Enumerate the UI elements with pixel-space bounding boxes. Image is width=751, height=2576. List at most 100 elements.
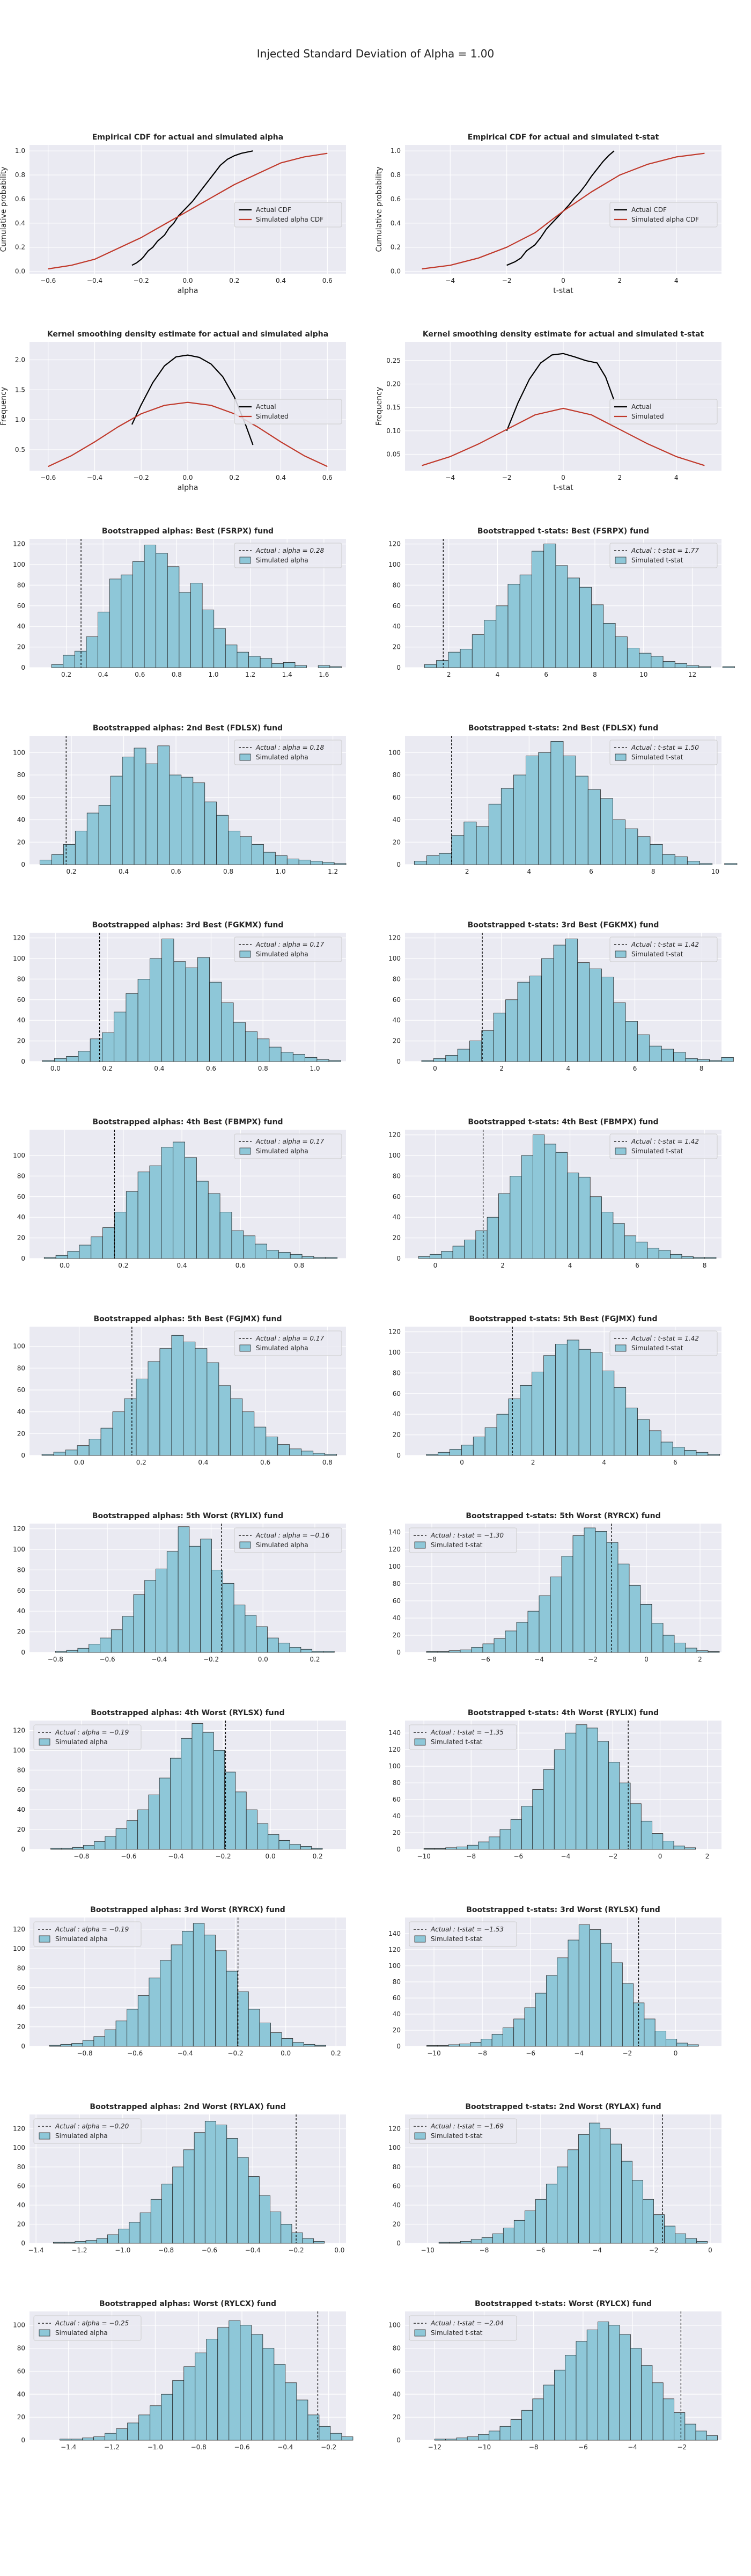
histogram-bar	[637, 1034, 650, 1062]
histogram-bar	[464, 1240, 476, 1259]
legend-swatch	[239, 950, 251, 958]
x-tick-label: 0.4	[98, 671, 108, 678]
histogram-bar	[578, 1924, 590, 2047]
y-tick-label: 140	[388, 1729, 401, 1737]
histogram-bar	[441, 1251, 453, 1259]
y-tick-label: 40	[17, 1806, 25, 1813]
histogram-bar	[89, 1644, 100, 1653]
histogram-bar	[563, 756, 576, 865]
histogram-bar	[256, 1626, 268, 1653]
y-tick-label: 0	[21, 1452, 25, 1459]
histogram-bar	[526, 756, 539, 865]
y-tick-label: 40	[17, 1607, 25, 1615]
histogram-bar	[426, 855, 440, 865]
histogram-bar	[684, 2424, 696, 2441]
histogram-bar	[437, 2045, 449, 2047]
legend-swatch	[615, 1344, 627, 1352]
histogram-bar	[543, 2384, 555, 2441]
histogram-bar	[492, 2233, 504, 2244]
histogram-bar	[86, 813, 99, 865]
histogram-bar	[478, 1841, 490, 1850]
y-tick-label: 20	[17, 1234, 25, 1242]
histogram-bar	[65, 1450, 78, 1456]
histogram-bar	[460, 2241, 472, 2244]
y-tick-label: 0	[396, 1649, 401, 1656]
chart-18: Bootstrapped t-stats: 4th Worst (RYLIX) …	[388, 1709, 721, 1860]
y-tick-label: 60	[393, 2182, 401, 2190]
legend-frame	[33, 2315, 142, 2341]
x-tick-label: 0.0	[266, 1853, 276, 1860]
y-tick-label: 20	[393, 643, 401, 651]
histogram-bar	[489, 1836, 500, 1850]
legend: Actual Simulated	[609, 399, 718, 425]
y-tick-label: 80	[393, 2345, 401, 2352]
histogram-bar	[49, 2045, 61, 2047]
x-tick-label: 0.0	[281, 2050, 291, 2057]
histogram-bar	[510, 1819, 522, 1850]
histogram-bar	[637, 1419, 650, 1456]
histogram-bar	[248, 2176, 260, 2244]
histogram-bar	[105, 2433, 117, 2441]
chart-10: Bootstrapped t-stats: 3rd Best (FGKMX) f…	[388, 921, 734, 1072]
y-tick-label: 120	[388, 1746, 401, 1753]
histogram-bar	[252, 844, 264, 865]
x-tick-label: 0.2	[229, 474, 239, 481]
histogram-bar	[521, 1155, 533, 1259]
histogram-bar	[520, 1385, 533, 1456]
histogram-bar	[122, 757, 135, 865]
legend-label: Simulated alpha	[256, 1147, 308, 1155]
x-tick-label: −1.0	[148, 2443, 163, 2451]
histogram-bar	[150, 2199, 162, 2244]
histogram-bar	[82, 2040, 94, 2047]
x-tick-label: 0	[561, 474, 565, 481]
histogram-bar	[100, 1428, 113, 1456]
histogram-bar	[439, 853, 452, 865]
y-tick-label: 120	[388, 1328, 401, 1336]
histogram-bar	[277, 1444, 290, 1456]
legend-frame	[409, 1724, 517, 1750]
histogram-bar	[503, 2028, 514, 2047]
histogram-bar	[595, 1531, 607, 1653]
histogram-bar	[527, 1611, 540, 1653]
x-tick-label: −0.8	[191, 2443, 207, 2451]
histogram-bar	[685, 1648, 697, 1653]
histogram-bar	[662, 1635, 675, 1653]
y-tick-label: 40	[17, 2003, 25, 2011]
histogram-bar	[670, 1254, 682, 1259]
y-tick-label: 100	[388, 1962, 401, 1970]
y-tick-label: 0	[396, 1452, 401, 1459]
y-tick-label: 80	[393, 771, 401, 779]
legend-label: Actual : alpha = 0.17	[255, 1138, 325, 1145]
x-tick-label: −6	[481, 1656, 490, 1663]
histogram-bar	[651, 1623, 664, 1653]
histogram-bar	[704, 1257, 717, 1259]
x-tick-label: −0.6	[100, 1656, 115, 1663]
x-tick-label: 0.0	[60, 1262, 70, 1269]
x-tick-label: −2	[649, 2246, 659, 2254]
histogram-bar	[532, 2398, 544, 2441]
histogram-bar	[636, 1241, 648, 1259]
histogram-bar	[513, 2018, 525, 2047]
x-tick-label: 0.6	[235, 1262, 246, 1269]
histogram-bar	[578, 1349, 591, 1456]
y-tick-label: 0.6	[15, 195, 25, 203]
histogram-bar	[467, 1845, 478, 1850]
x-tick-label: −10	[427, 2050, 440, 2057]
legend-swatch	[615, 557, 627, 564]
histogram-bar	[254, 1426, 267, 1456]
histogram-bar	[664, 2226, 676, 2244]
x-tick-label: 0	[433, 1262, 438, 1269]
y-tick-label: 80	[17, 1566, 25, 1574]
legend-label: Actual : t-stat = 1.42	[631, 1335, 699, 1342]
x-tick-label: 0.2	[66, 868, 76, 875]
histogram-bar	[148, 1795, 160, 1850]
legend-label: Actual : t-stat = −1.69	[430, 2123, 504, 2130]
histogram-bar	[532, 1789, 544, 1850]
histogram-bar	[487, 1217, 499, 1259]
histogram-bar	[498, 1193, 511, 1259]
histogram-bar	[535, 2199, 547, 2244]
histogram-bar	[555, 1344, 568, 1456]
histogram-bar	[421, 1060, 434, 1062]
histogram-bar	[54, 1058, 67, 1062]
legend-label: Actual : t-stat = 1.42	[631, 1138, 699, 1145]
